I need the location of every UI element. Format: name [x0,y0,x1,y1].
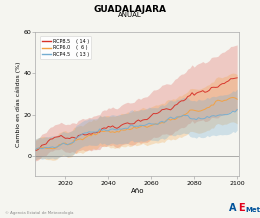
Text: © Agencia Estatal de Meteorología: © Agencia Estatal de Meteorología [5,211,74,215]
Y-axis label: Cambio en días cálidos (%): Cambio en días cálidos (%) [15,61,21,147]
Text: GUADALAJARA: GUADALAJARA [94,5,166,14]
X-axis label: Año: Año [131,188,144,194]
Text: A: A [229,203,236,213]
Text: ANUAL: ANUAL [118,12,142,18]
Legend: RCP8.5    ( 14 ), RCP6.0    (  6 ), RCP4.5    ( 13 ): RCP8.5 ( 14 ), RCP6.0 ( 6 ), RCP4.5 ( 13… [40,36,92,59]
Text: E: E [238,203,244,213]
Text: Met: Met [246,207,260,213]
